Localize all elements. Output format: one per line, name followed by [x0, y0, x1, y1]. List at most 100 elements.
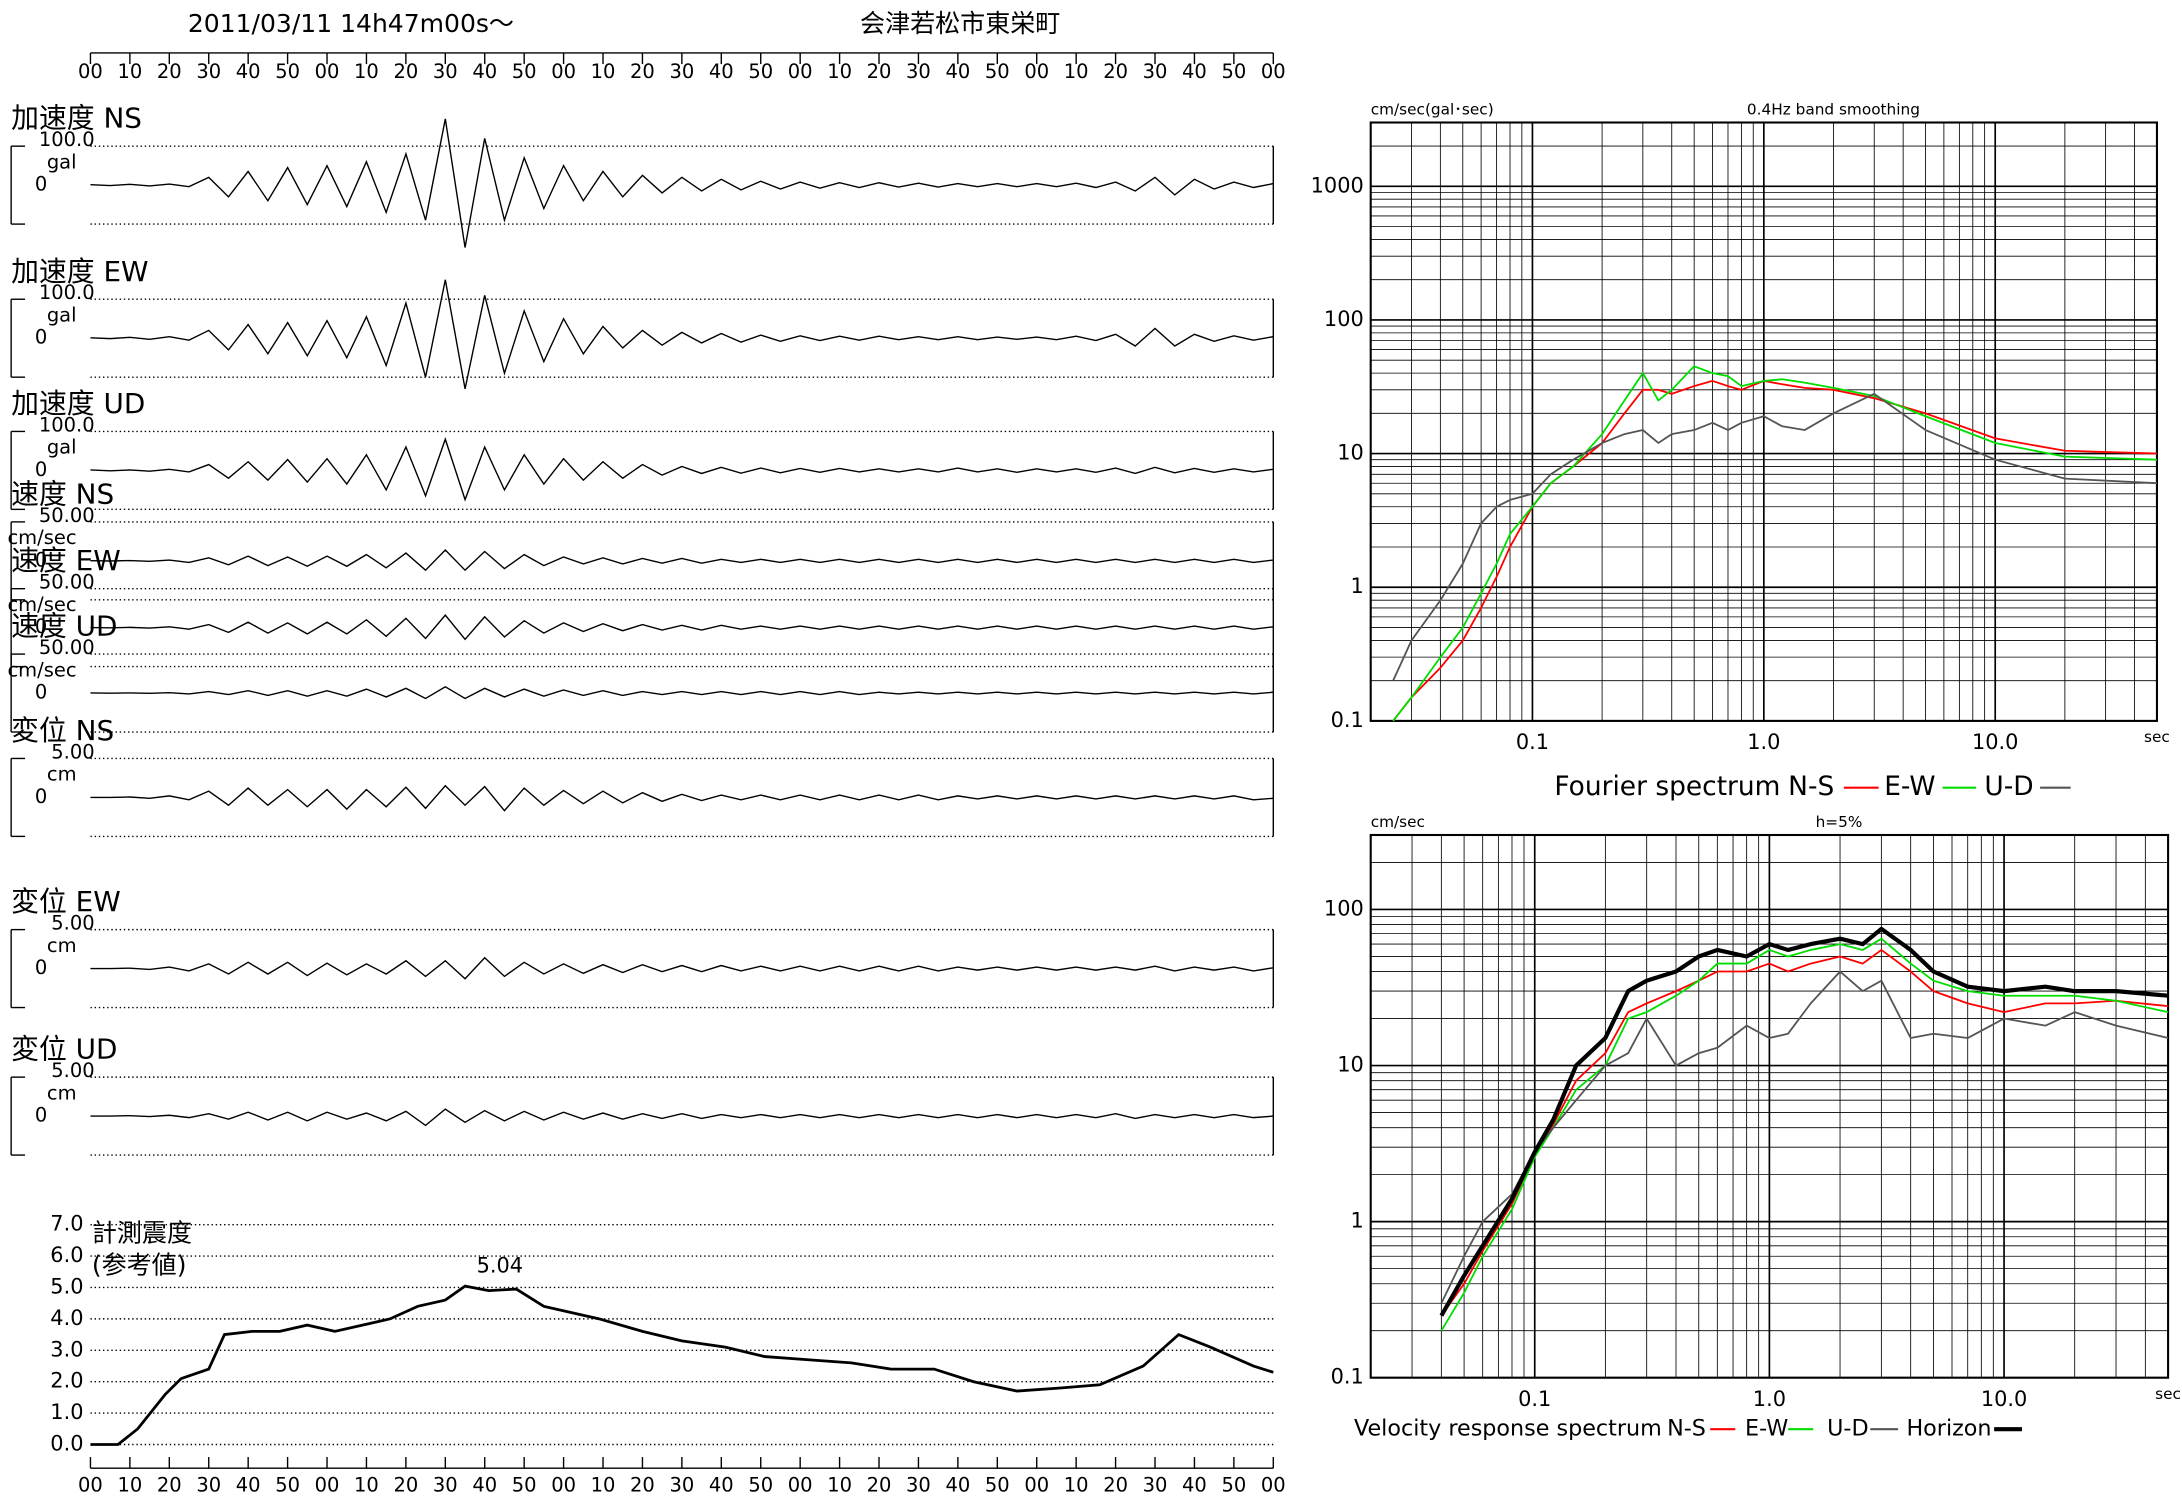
legend-label: N-S: [1667, 1416, 1706, 1442]
y-tick-label: 7.0: [50, 1212, 83, 1236]
time-tick-label: 00: [788, 60, 813, 83]
panel-name: 変位 NS: [11, 714, 114, 747]
chart-subtitle: h=5%: [1816, 813, 1863, 831]
time-tick-label: 10: [117, 1474, 142, 1497]
waveform: [90, 614, 1274, 641]
time-tick-label: 20: [630, 60, 655, 83]
time-tick-label: 10: [354, 60, 379, 83]
time-tick-label: 20: [393, 60, 418, 83]
time-tick-label: 40: [1182, 1474, 1207, 1497]
y-tick-label: 0: [35, 615, 47, 638]
time-tick-label: 30: [433, 1474, 458, 1497]
annotation: 5.04: [477, 1254, 523, 1278]
x-tick-label: 1.0: [1753, 1387, 1786, 1411]
legend-label: Horizon: [1906, 1416, 1991, 1442]
time-tick-label: 10: [591, 1474, 616, 1497]
time-tick-label: 40: [709, 1474, 734, 1497]
y-tick-label: 0.0: [50, 1432, 83, 1456]
time-tick-label: 50: [512, 1474, 537, 1497]
y-axis-label: (参考値): [92, 1250, 187, 1279]
time-tick-label: 30: [196, 60, 221, 83]
plot-frame: [1369, 833, 2170, 1379]
y-tick-label: 50.00: [39, 571, 95, 594]
record-time: 2011/03/11 14h47m00s〜: [188, 9, 514, 38]
time-tick-label: 10: [1064, 60, 1089, 83]
time-tick-label: 00: [78, 60, 103, 83]
x-tick-label: 1.0: [1747, 730, 1780, 754]
time-tick-label: 20: [393, 1474, 418, 1497]
waveform: [90, 784, 1274, 812]
time-tick-label: 30: [906, 60, 931, 83]
panel-name: 変位 EW: [11, 885, 121, 918]
y-tick-label: 0: [35, 458, 47, 481]
waveform: [90, 437, 1274, 502]
y-tick-label: 1000: [1311, 173, 1364, 197]
time-tick-label: 00: [315, 1474, 340, 1497]
x-tick-label: 10.0: [1972, 730, 2018, 754]
y-tick-label: 2.0: [50, 1369, 83, 1393]
legend-label: U-D: [1827, 1416, 1868, 1442]
legend-title: Velocity response spectrum: [1354, 1416, 1662, 1442]
y-axis-label: cm/sec(gal･sec): [1371, 100, 1494, 118]
spectrum-line: [1392, 365, 2157, 722]
time-tick-label: 50: [748, 1474, 773, 1497]
unit-label: gal: [47, 303, 77, 326]
time-tick-label: 10: [827, 1474, 852, 1497]
intensity-line: [90, 1284, 1274, 1446]
x-tick-label: 0.1: [1518, 1387, 1551, 1411]
panel-name: 加速度 UD: [11, 387, 145, 420]
time-tick-label: 10: [354, 1474, 379, 1497]
time-tick-label: 40: [1182, 60, 1207, 83]
time-tick-label: 20: [157, 60, 182, 83]
plot-frame: [1369, 121, 2158, 722]
time-tick-label: 20: [1103, 60, 1128, 83]
y-tick-label: 100: [1324, 896, 1364, 920]
time-tick-label: 30: [669, 1474, 694, 1497]
panel-name: 変位 UD: [11, 1033, 117, 1066]
unit-label: cm/sec: [7, 526, 76, 549]
y-tick-label: 1.0: [50, 1400, 83, 1424]
legend-title: Fourier spectrum: [1554, 771, 1780, 802]
y-tick-label: 1: [1350, 1209, 1363, 1233]
time-tick-label: 30: [1143, 1474, 1168, 1497]
panel-name: 加速度 NS: [11, 102, 142, 135]
station-name: 会津若松市東栄町: [860, 9, 1060, 38]
chart-subtitle: 0.4Hz band smoothing: [1747, 100, 1920, 118]
time-tick-label: 20: [1103, 1474, 1128, 1497]
time-tick-label: 30: [906, 1474, 931, 1497]
y-tick-label: 0: [35, 785, 47, 808]
spectrum-line: [1440, 937, 2169, 1332]
time-tick-label: 50: [275, 60, 300, 83]
time-tick-label: 50: [985, 1474, 1010, 1497]
y-tick-label: 50.00: [39, 504, 95, 527]
time-tick-label: 10: [1064, 1474, 1089, 1497]
y-tick-label: 5.00: [51, 1059, 94, 1082]
time-tick-label: 00: [1024, 1474, 1049, 1497]
y-tick-label: 4.0: [50, 1306, 83, 1330]
time-tick-label: 00: [788, 1474, 813, 1497]
legend-label: U-D: [1984, 771, 2033, 802]
y-tick-label: 0: [35, 956, 47, 979]
y-tick-label: 3.0: [50, 1337, 83, 1361]
y-axis-label: cm/sec: [1371, 813, 1425, 831]
time-tick-label: 00: [1261, 60, 1286, 83]
y-tick-label: 6.0: [50, 1243, 83, 1267]
time-tick-label: 40: [709, 60, 734, 83]
y-tick-label: 50.00: [39, 636, 95, 659]
time-tick-label: 00: [551, 1474, 576, 1497]
unit-label: cm: [47, 1081, 77, 1104]
time-tick-label: 00: [1024, 60, 1049, 83]
time-tick-label: 10: [591, 60, 616, 83]
unit-label: cm: [47, 763, 77, 786]
time-tick-label: 30: [433, 60, 458, 83]
x-tick-label: 0.1: [1516, 730, 1549, 754]
time-tick-label: 40: [945, 1474, 970, 1497]
waveform: [90, 549, 1274, 572]
time-tick-label: 50: [748, 60, 773, 83]
y-tick-label: 100.0: [39, 413, 95, 436]
time-tick-label: 20: [867, 60, 892, 83]
y-tick-label: 100.0: [39, 281, 95, 304]
unit-label: gal: [47, 436, 77, 459]
time-tick-label: 30: [669, 60, 694, 83]
